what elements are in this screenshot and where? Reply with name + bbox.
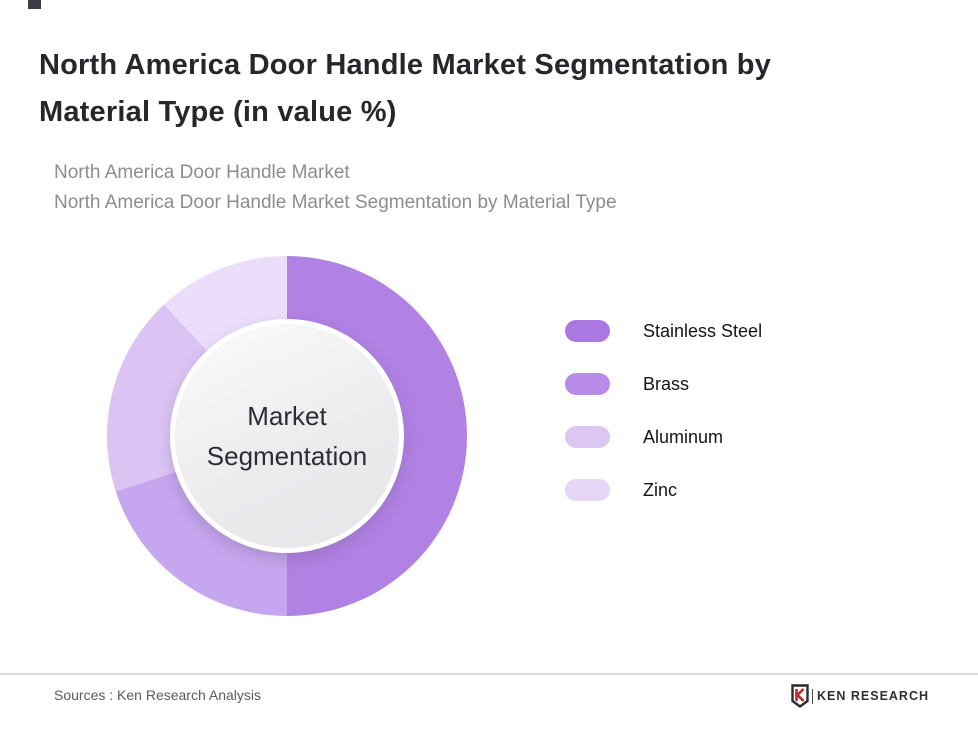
legend-swatch [565,479,610,501]
chart-subtitle: North America Door Handle Market North A… [54,158,617,218]
chart-legend: Stainless Steel Brass Aluminum Zinc [565,320,762,532]
legend-item: Aluminum [565,426,762,448]
chart-subtitle-line1: North America Door Handle Market [54,162,350,183]
legend-label: Stainless Steel [643,320,763,341]
legend-item: Brass [565,373,762,395]
legend-item: Zinc [565,479,762,501]
donut-center-circle: Market Segmentation [170,319,404,553]
source-note: Sources : Ken Research Analysis [54,687,261,703]
legend-label: Brass [643,373,690,394]
logo-separator [812,688,813,704]
page-title: North America Door Handle Market Segment… [39,49,772,128]
ken-research-logo: KEN RESEARCH [791,684,929,708]
footer-divider [0,673,978,675]
legend-swatch [565,426,610,448]
legend-swatch [565,320,610,342]
legend-label: Zinc [643,479,678,500]
donut-center-label: Market Segmentation [206,401,368,471]
legend-label: Aluminum [643,426,724,447]
ken-research-shield-icon [791,684,809,708]
donut-chart: Market Segmentation [107,256,467,616]
chart-subtitle-line2: North America Door Handle Market Segment… [54,192,617,213]
legend-item: Stainless Steel [565,320,762,342]
corner-artifact [28,0,41,9]
logo-wordmark: KEN RESEARCH [817,689,930,703]
legend-swatch [565,373,610,395]
